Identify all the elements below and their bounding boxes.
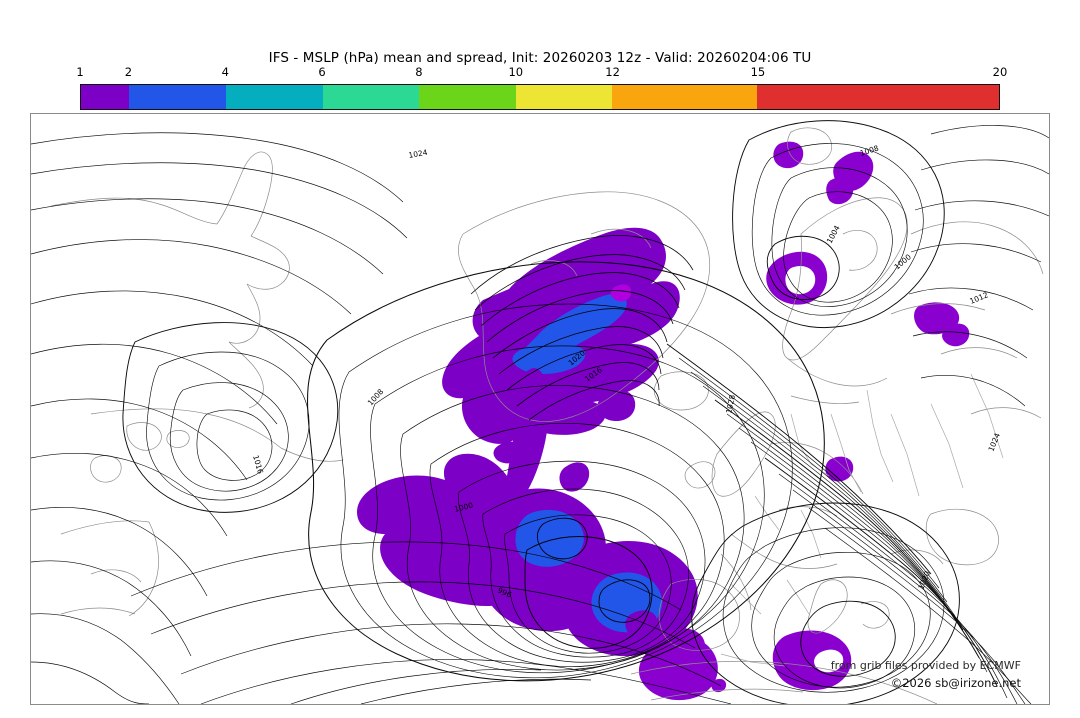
colorbar-tick-10: 10 [508, 65, 524, 79]
spread-region-barents-patch-2 [826, 177, 854, 205]
contour-label-1024: 1024 [408, 148, 429, 160]
map-panel: 1024 1028 1020 1016 1016 1008 1004 1000 … [30, 113, 1050, 705]
spread-region-greenland-small-b [610, 284, 632, 302]
contour-label-1024b: 1024 [987, 431, 1003, 452]
contour-label-1008: 1008 [859, 143, 880, 158]
spread-region-bridge-b [625, 610, 658, 639]
spread-region-med-patch-hole [814, 649, 844, 673]
colorbar-tick-1: 1 [76, 65, 84, 79]
colorbar-tick-8: 8 [415, 65, 423, 79]
spread-region-kara-patch-b [942, 323, 970, 347]
spread-region-greenland-blue-fleck-a [572, 307, 600, 323]
spread-region-iceland-spur [597, 390, 636, 422]
spread-shading-layer [357, 141, 970, 701]
isobar-layer [31, 120, 1049, 704]
source-credit: from grib files provided by ECMWF [830, 659, 1021, 672]
contour-label-1012: 1012 [968, 290, 989, 306]
contour-label-1008b: 1008 [366, 387, 386, 407]
contour-label-1028: 1028 [724, 394, 737, 415]
spread-region-central-dark-eye [540, 526, 564, 546]
colorbar-tick-2: 2 [124, 65, 133, 79]
spread-colorbar: 1 2 4 6 8 10 12 15 20 [76, 65, 1007, 110]
colorbar-segment-6-8 [322, 85, 420, 109]
spread-region-greenland-blue-fleck-b [539, 351, 568, 367]
mslp-map: 1024 1028 1020 1016 1016 1008 1004 1000 … [31, 120, 1049, 704]
spread-region-second-low-blue-eye [613, 589, 644, 617]
colorbar-segment-10-12 [515, 85, 613, 109]
colorbar-segment-15-20 [757, 85, 999, 109]
contour-label-1016: 1016 [251, 454, 265, 475]
colorbar-tick-4: 4 [221, 65, 229, 79]
colorbar-tick-20: 20 [992, 65, 1008, 79]
author-credit: ©2026 sb@irizone.net [890, 676, 1021, 690]
colorbar-segment-8-10 [419, 85, 516, 109]
spread-region-uk-dot [825, 456, 854, 482]
spread-region-tiny-a [711, 678, 727, 693]
spread-region-norwegian-ring-hole [785, 265, 816, 295]
colorbar-segment-4-6 [225, 85, 323, 109]
colorbar-segment-1-2 [81, 85, 130, 109]
page-title: IFS - MSLP (hPa) mean and spread, Init: … [268, 50, 812, 66]
colorbar-segment-12-15 [612, 85, 758, 109]
spread-region-bridge-a [559, 462, 590, 492]
spread-region-biscay-patch [638, 636, 718, 701]
colorbar-tick-15: 15 [750, 65, 766, 79]
colorbar-segment-2-4 [129, 85, 226, 109]
spread-region-kara-patch [914, 302, 960, 335]
contour-label-1000: 1000 [893, 252, 914, 271]
contour-label-1004: 1004 [825, 224, 842, 245]
colorbar-tick-12: 12 [605, 65, 620, 79]
colorbar-tick-6: 6 [318, 65, 326, 79]
colorbar-gradient-bar [80, 84, 1000, 110]
